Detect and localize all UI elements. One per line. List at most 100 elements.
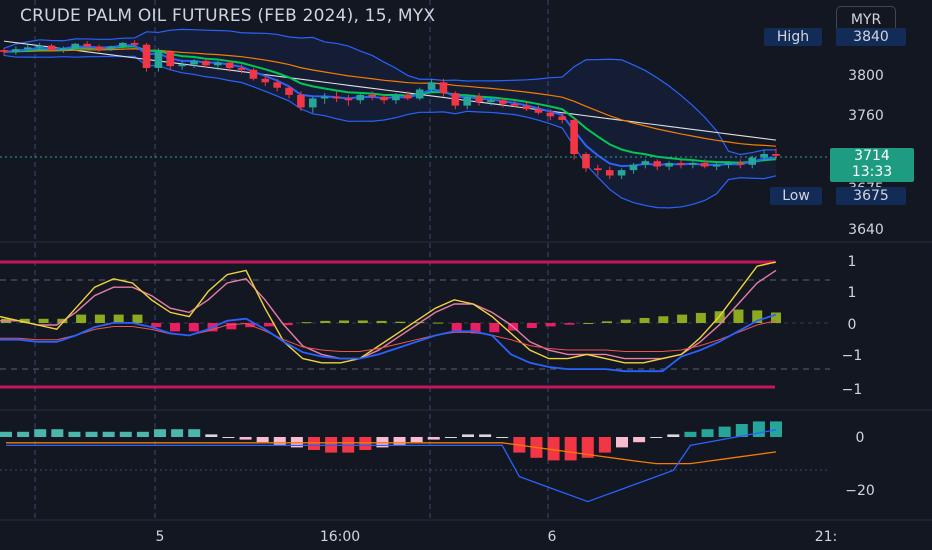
candle [344, 98, 353, 101]
oscillator-signal-blue [6, 429, 777, 503]
candle [23, 47, 32, 50]
candle [653, 161, 662, 167]
stochastic-histogram-bar [301, 322, 312, 324]
candle [356, 94, 365, 101]
stochastic-histogram-bar [695, 312, 706, 323]
stochastic-d-line [0, 269, 777, 360]
oscillator-histogram-bar [496, 437, 509, 438]
candle [178, 64, 186, 67]
candle [249, 69, 258, 79]
stochastic-tick-label: 1 [848, 285, 857, 301]
oscillator-histogram-bar [34, 429, 47, 437]
oscillator-histogram-bar [479, 434, 492, 437]
high-label: High [764, 28, 822, 46]
oscillator-histogram-bar [171, 429, 184, 437]
stochastic-histogram-bar [76, 314, 87, 323]
oscillator-histogram-bar [581, 437, 594, 458]
oscillator-histogram-bar [256, 437, 269, 443]
stochastic-histogram-bar [376, 320, 387, 323]
candle [202, 60, 210, 66]
oscillator-histogram-bar [393, 437, 406, 445]
candle [510, 103, 519, 106]
ema-slow [3, 48, 777, 147]
oscillator-histogram-bar [51, 429, 64, 437]
bollinger-lower [3, 54, 777, 209]
stochastic-tick-label: 0 [848, 317, 857, 333]
oscillator-histogram-bar [102, 431, 115, 437]
stochastic-histogram-bar [583, 323, 594, 324]
oscillator-histogram-bar [119, 431, 132, 437]
candle [427, 82, 436, 90]
stochastic-histogram-bar [19, 318, 30, 323]
stochastic-histogram-bar [470, 323, 481, 334]
stochastic-histogram-bar [526, 323, 537, 329]
stochastic-histogram-bar [339, 320, 350, 323]
stochastic-histogram-bar [170, 323, 181, 332]
candle [166, 51, 175, 67]
stochastic-tick-label: −1 [842, 348, 863, 364]
stochastic-histogram-bar [226, 323, 237, 330]
oscillator-histogram-bar [0, 431, 12, 437]
stochastic-histogram-bar [132, 314, 143, 323]
candle [0, 50, 8, 52]
stochastic-histogram-bar [733, 309, 744, 323]
stochastic-histogram-bar [188, 323, 199, 332]
candle [142, 44, 151, 68]
oscillator-histogram-bar [273, 437, 286, 445]
oscillator-tick-label: 0 [856, 430, 865, 446]
candle [59, 48, 68, 51]
oscillator-histogram-bar [547, 437, 560, 461]
candle [392, 94, 400, 101]
candle [665, 162, 673, 167]
candle [12, 49, 20, 52]
price-tick-label: 3640 [848, 222, 884, 238]
candle [130, 42, 139, 45]
oscillator-histogram-bar [667, 434, 680, 437]
oscillator-histogram-bar [650, 437, 663, 438]
stochastic-histogram-bar [752, 310, 763, 323]
oscillator-histogram-bar [410, 437, 423, 443]
oscillator-histogram-bar [17, 431, 30, 437]
stochastic-tick-label: −1 [842, 382, 863, 398]
candle [404, 94, 412, 99]
stochastic-histogram-bar [357, 320, 368, 323]
bar-countdown: 13:33 [851, 164, 893, 180]
candle [724, 162, 733, 165]
oscillator-histogram-bar [205, 434, 218, 437]
candle [617, 170, 626, 176]
candle [748, 157, 757, 165]
time-tick-label: 6 [548, 529, 557, 545]
candle [95, 46, 103, 50]
candle [487, 100, 495, 103]
stochastic-histogram-bar [771, 312, 781, 323]
candle [285, 87, 293, 95]
candle [677, 162, 685, 165]
oscillator-histogram-bar [598, 437, 611, 453]
stochastic-histogram-bar [395, 321, 406, 323]
bollinger-upper [3, 28, 777, 156]
candle [190, 60, 198, 65]
candle [225, 62, 234, 68]
stochastic-histogram-bar [639, 317, 650, 323]
last-price: 3714 [854, 148, 890, 164]
stochastic-histogram-bar [38, 318, 49, 323]
stochastic-histogram-bar [658, 316, 669, 323]
oscillator-histogram-bar [85, 431, 98, 437]
time-tick-label: 21: [815, 529, 838, 545]
long-moving-average [3, 40, 777, 141]
stochastic-histogram-bar [94, 314, 105, 323]
candle [439, 82, 448, 94]
stochastic-histogram-bar [113, 314, 124, 323]
candle [605, 170, 614, 176]
candle [308, 98, 317, 108]
candle [35, 45, 44, 48]
price-tick-label: 3760 [848, 108, 884, 124]
oscillator-histogram-bar [188, 429, 201, 437]
candle [380, 96, 388, 101]
last-price-badge: 3714 13:33 [830, 148, 914, 182]
ema-mid [3, 45, 777, 164]
stochastic-histogram-bar [620, 319, 631, 323]
oscillator-histogram-bar [222, 437, 235, 438]
candle [534, 109, 543, 113]
